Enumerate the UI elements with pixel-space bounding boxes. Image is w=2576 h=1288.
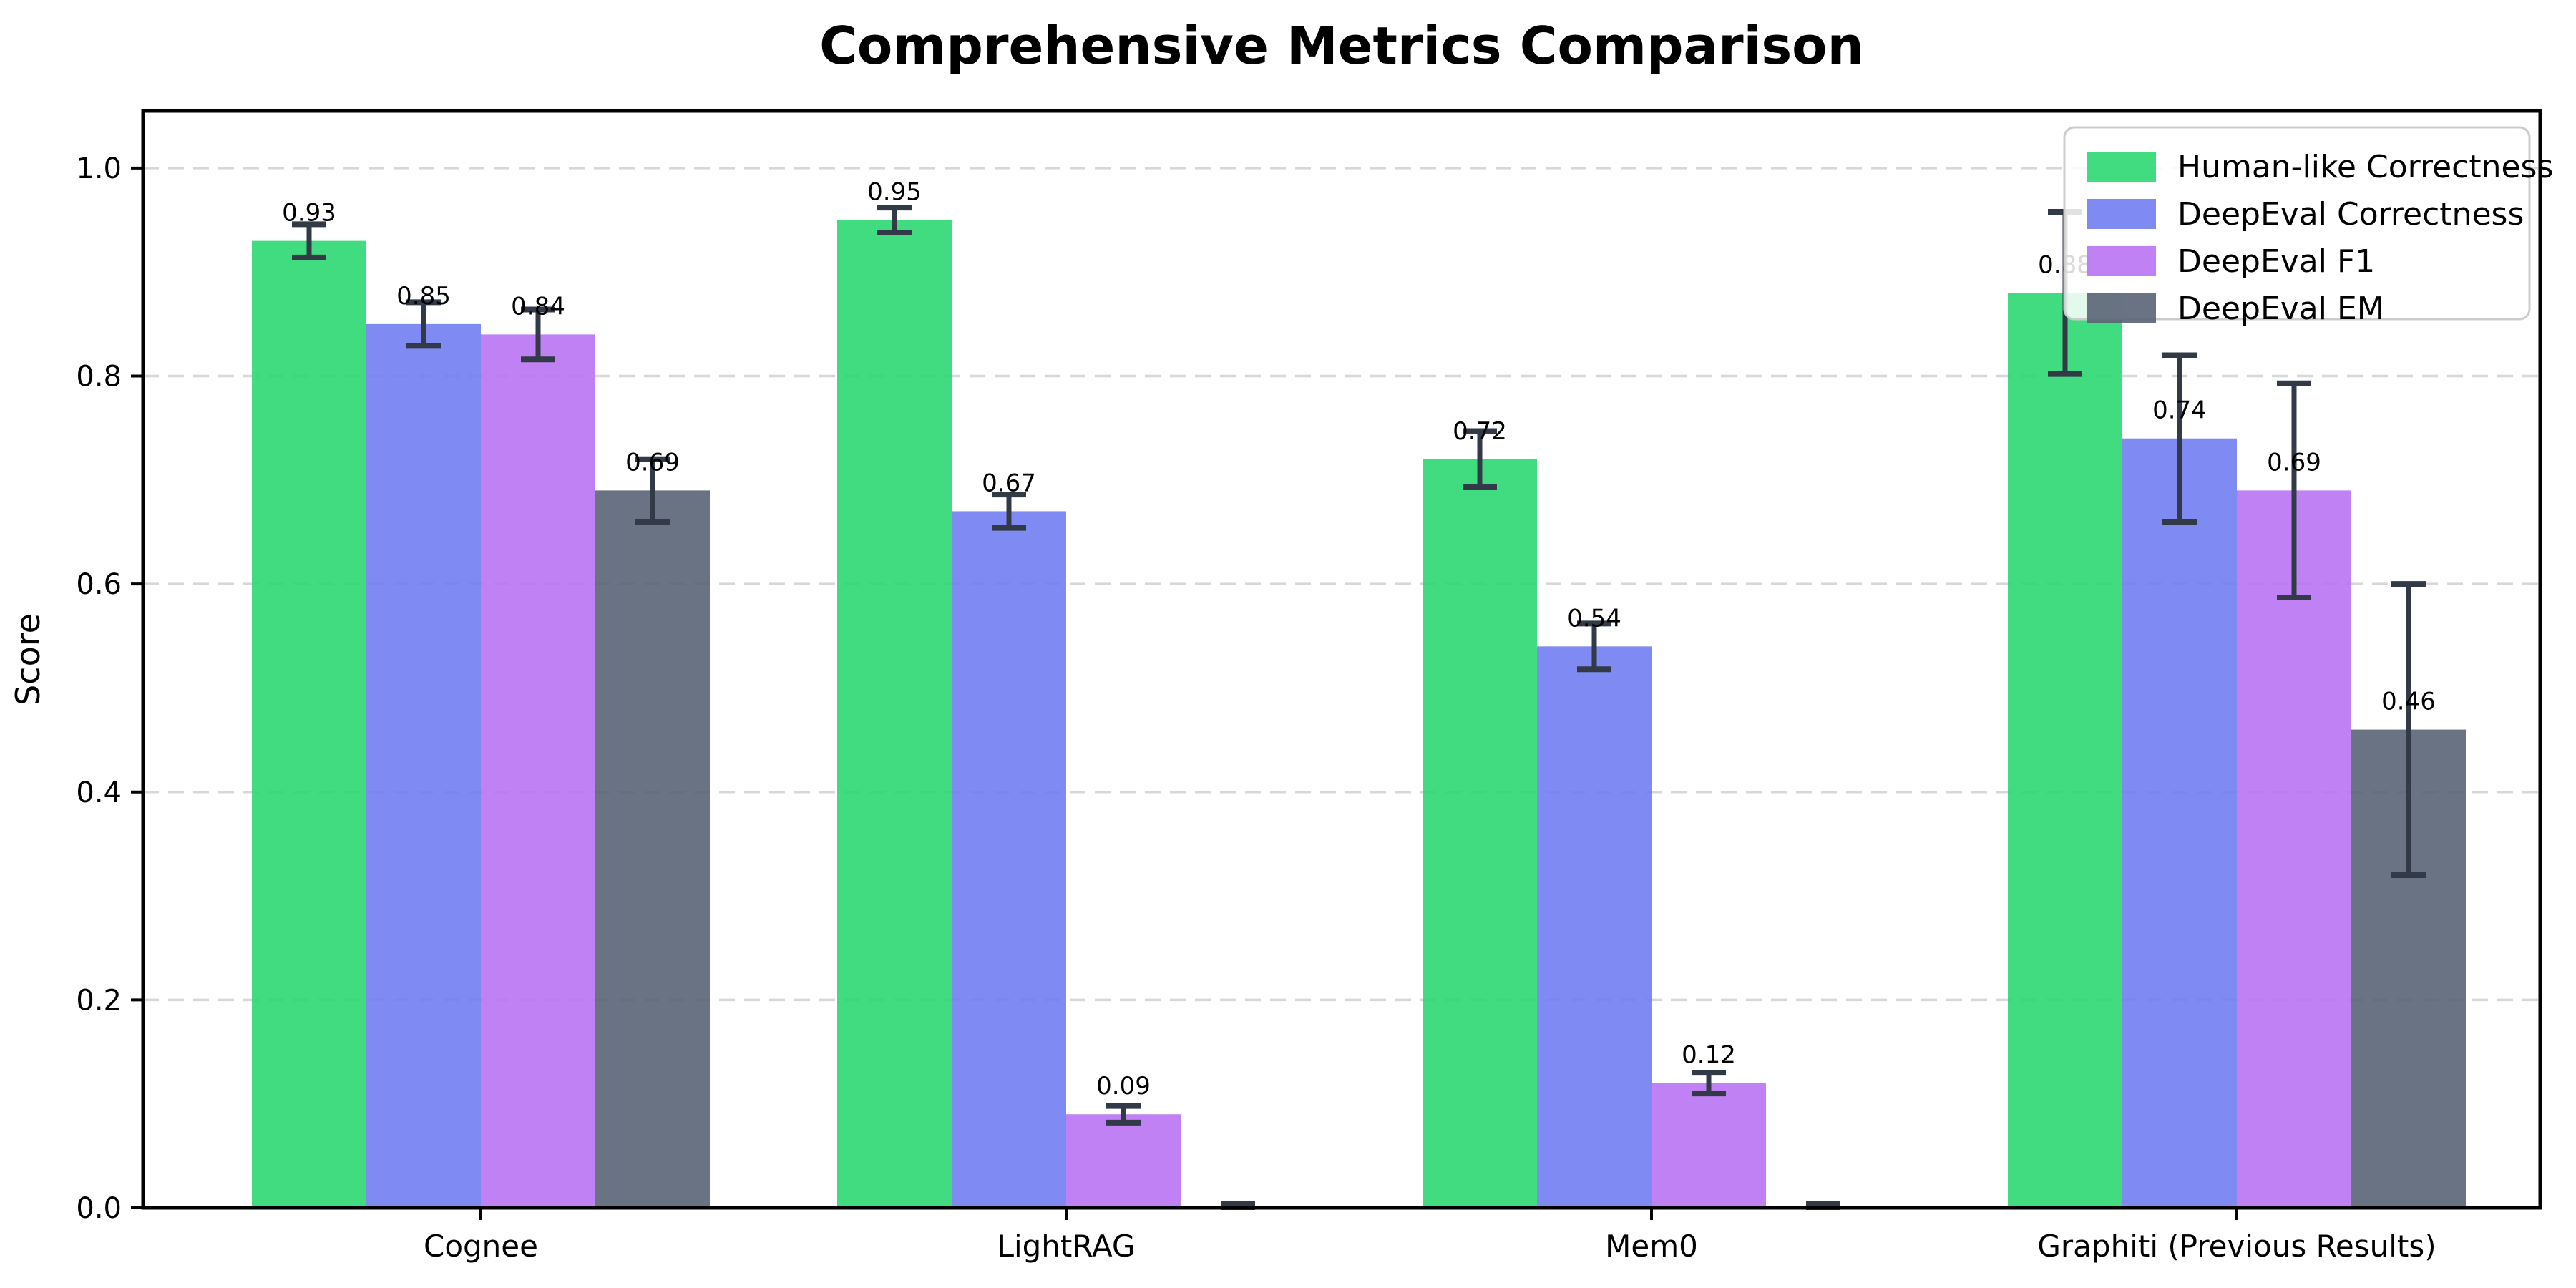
legend-swatch-human-like-correctness: [2087, 152, 2156, 182]
error-bar: [877, 205, 912, 236]
error-bar: [1106, 1103, 1141, 1126]
y-axis-label: Score: [9, 613, 47, 706]
y-tick-label: 0.6: [76, 568, 122, 601]
value-label: 0.09: [1096, 1072, 1151, 1101]
error-bar: [406, 299, 441, 349]
value-label: 0.69: [625, 448, 680, 477]
bar-graphiti-human-like-correctness: [2008, 293, 2122, 1209]
error-bar: [992, 492, 1026, 531]
bar-mem0-deepeval-f1: [1652, 1083, 1766, 1208]
y-tick-label: 0.8: [76, 361, 122, 394]
x-tick-label-cognee: Cognee: [424, 1229, 538, 1264]
legend: Human-like Correctness DeepEval Correctne…: [2063, 126, 2553, 327]
error-bars-group: [292, 205, 2426, 1210]
bar-graphiti-deepeval-correctness: [2122, 438, 2237, 1208]
bar-graphiti-deepeval-f1: [2237, 490, 2351, 1208]
bar-cognee-deepeval-f1: [481, 334, 595, 1208]
error-bar: [2391, 581, 2426, 879]
error-bar: [1463, 428, 1497, 491]
error-bar: [521, 306, 555, 363]
value-label: 0.95: [867, 178, 922, 207]
error-bar: [2277, 380, 2311, 601]
value-label: 0.46: [2381, 688, 2436, 716]
x-tick-label-graphiti: Graphiti (Previous Results): [2037, 1229, 2436, 1264]
value-label: 0.54: [1567, 604, 1621, 633]
value-label: 0.67: [982, 469, 1036, 497]
bar-mem0-deepeval-correctness: [1537, 646, 1652, 1208]
bar-lightrag-deepeval-correctness: [952, 511, 1066, 1208]
value-label: 0.85: [396, 282, 451, 311]
error-bar: [292, 221, 326, 260]
y-tick-label: 1.0: [76, 152, 122, 185]
y-tick-label: 0.2: [76, 984, 122, 1017]
chart-title: Comprehensive Metrics Comparison: [819, 16, 1864, 76]
value-label: 0.84: [511, 292, 565, 321]
bar-cognee-deepeval-em: [595, 490, 710, 1208]
error-bar: [1692, 1070, 1726, 1097]
bar-lightrag-human-like-correctness: [837, 220, 952, 1208]
bar-cognee-deepeval-correctness: [366, 323, 481, 1208]
value-label: 0.74: [2152, 396, 2207, 425]
bar-lightrag-deepeval-f1: [1066, 1114, 1181, 1208]
y-tick-label: 0.0: [76, 1192, 122, 1225]
value-label: 0.69: [2267, 448, 2321, 477]
bars-group: [252, 220, 2466, 1209]
error-bar: [1577, 620, 1611, 673]
x-tick-label-lightrag: LightRAG: [997, 1229, 1136, 1264]
legend-label-deepeval-em: DeepEval EM: [2177, 291, 2384, 327]
value-label: 0.12: [1682, 1041, 1736, 1070]
legend-label-deepeval-correctness: DeepEval Correctness: [2177, 196, 2524, 233]
error-bar: [2162, 352, 2197, 525]
bar-mem0-human-like-correctness: [1423, 459, 1537, 1208]
plot-spines: [141, 109, 2542, 1210]
x-tick-label-mem0: Mem0: [1605, 1229, 1698, 1264]
y-tick-label: 0.4: [76, 776, 122, 809]
legend-box: [2063, 126, 2531, 321]
legend-swatch-deepeval-correctness: [2087, 199, 2156, 229]
bar-cognee-human-like-correctness: [252, 240, 366, 1209]
legend-label-human-like-correctness: Human-like Correctness: [2177, 149, 2553, 185]
value-label: 0.72: [1453, 417, 1507, 446]
error-bar: [635, 456, 670, 525]
legend-swatch-deepeval-em: [2087, 293, 2156, 323]
value-label: 0.93: [282, 199, 336, 228]
legend-swatch-deepeval-f1: [2087, 246, 2156, 276]
legend-label-deepeval-f1: DeepEval F1: [2177, 243, 2375, 280]
